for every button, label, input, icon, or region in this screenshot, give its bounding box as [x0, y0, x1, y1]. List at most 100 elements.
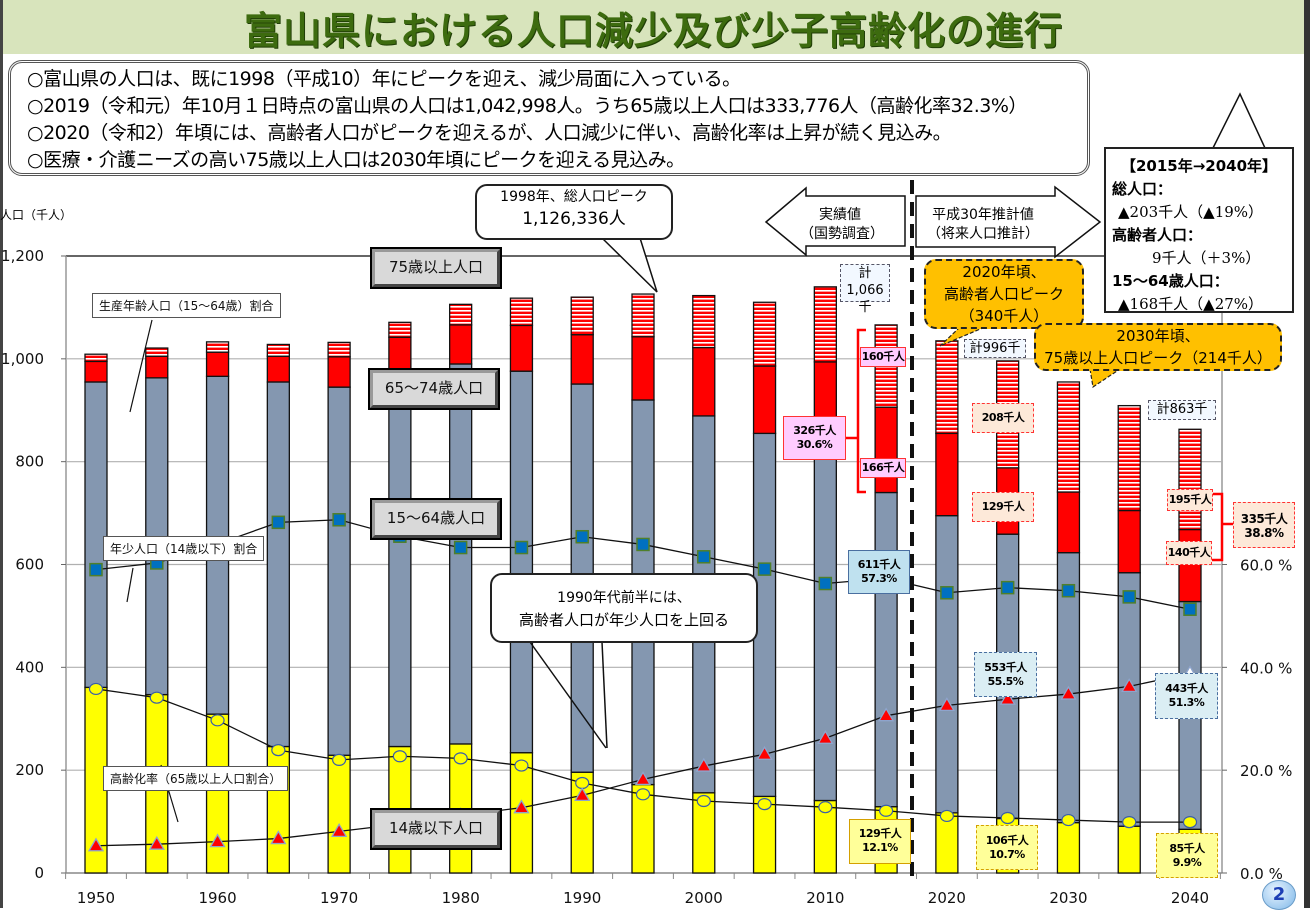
y2-tick-label: 0.0 % — [1240, 865, 1283, 883]
bar-segment — [631, 293, 655, 338]
child-ratio-marker — [757, 798, 772, 811]
x-tick-label: 2030 — [1049, 889, 1087, 907]
child-ratio-marker — [514, 759, 529, 772]
label-age0-14: 14歳以下人口 — [370, 808, 502, 850]
frame-left-border — [0, 0, 3, 908]
working-ratio-marker — [514, 540, 529, 555]
total-pop-label: 総人口： — [1112, 180, 1173, 198]
page-number-badge: 2 — [1262, 880, 1296, 910]
total-2025: 計996千 — [964, 339, 1026, 358]
bar-segment — [84, 360, 108, 383]
aging-ratio-marker — [1060, 685, 1077, 700]
arrow-text: （将来人口推計） — [927, 226, 1039, 242]
bar-segment — [570, 296, 594, 336]
bar-segment — [509, 324, 534, 372]
bar-segment — [449, 324, 473, 365]
bar-segment — [570, 334, 594, 385]
bar-segment — [509, 370, 534, 754]
x-tick-label: 2020 — [928, 889, 966, 907]
child-ratio-marker — [453, 752, 468, 765]
title-bar: 富山県における人口減少及び少子高齢化の進行 — [3, 0, 1304, 54]
bar-segment — [935, 432, 959, 517]
value-text: 12.1% — [862, 841, 898, 854]
callout-text: 高齢者人口ピーク — [943, 285, 1064, 303]
bar-segment — [327, 341, 351, 358]
bar-segment — [327, 386, 351, 756]
working-ratio-marker — [1122, 590, 1136, 604]
value-text: 30.6% — [796, 438, 833, 451]
aging-ratio-marker — [817, 729, 834, 744]
working-ratio-marker — [453, 540, 468, 555]
value-2025-65-74: 129千人 — [972, 492, 1034, 522]
working-ratio-marker — [636, 537, 650, 552]
bar-segment — [388, 336, 412, 375]
aging-ratio-marker — [877, 707, 895, 722]
bar-segment — [874, 406, 898, 494]
working-ratio-marker — [940, 586, 954, 600]
aging-ratio-marker — [574, 787, 591, 802]
x-tick-label: 1950 — [77, 889, 115, 907]
note-aging-ratio: 高齢化率（65歳以上人口割合） — [103, 766, 289, 791]
value-text: 38.8% — [1244, 526, 1284, 540]
aging-ratio-marker — [695, 757, 712, 772]
bar-segment — [1056, 381, 1081, 493]
bar-segment — [1117, 509, 1141, 574]
bar-segment — [449, 303, 473, 326]
x-tick-label: 2010 — [806, 889, 844, 907]
total-2015: 計 1,066千 — [840, 264, 890, 315]
bar-segment — [631, 336, 655, 401]
summary-box: ○富山県の人口は、既に1998（平成10）年にピークを迎え、減少局面に入っている… — [8, 60, 1090, 176]
bar-segment — [266, 355, 290, 383]
child-ratio-marker — [1182, 815, 1198, 829]
x-tick-label: 1960 — [198, 889, 236, 907]
child-ratio-marker — [575, 776, 590, 790]
y-tick-label: 800 — [15, 453, 44, 471]
x-tick-label: 2000 — [685, 889, 723, 907]
aging-ratio-marker — [999, 690, 1016, 705]
actual-arrow — [764, 186, 906, 257]
bar-segment — [205, 341, 230, 353]
bar-segment — [145, 347, 169, 357]
bar-segment — [1056, 491, 1081, 554]
working-pop-change: ▲168千人（▲27%） — [1118, 295, 1264, 313]
bar-segment — [327, 754, 351, 874]
callout-text: 75歳以上人口ピーク（214千人） — [1044, 349, 1272, 367]
frame-right-border — [1304, 0, 1310, 908]
bar-segment — [1178, 428, 1202, 531]
child-ratio-marker — [1000, 811, 1015, 825]
total-pop-change: ▲203千人（▲19%） — [1118, 203, 1264, 221]
change-summary-box: 【2015年→2040年】 総人口： ▲203千人（▲19%） 高齢者人口： 9… — [1104, 147, 1294, 313]
bar-segment — [1056, 821, 1081, 874]
child-ratio-marker — [635, 788, 651, 801]
working-ratio-marker — [757, 562, 772, 576]
y-axis-unit: 人口（千人） — [0, 208, 73, 222]
working-ratio-marker — [1000, 580, 1015, 595]
working-ratio-marker — [332, 513, 346, 527]
aging-ratio-marker — [270, 830, 287, 845]
value-2015-elderly: 326千人 30.6% — [783, 416, 846, 460]
callout-text: （340千人） — [959, 307, 1049, 325]
bar-segment — [1117, 825, 1141, 874]
child-ratio-marker — [149, 691, 164, 704]
value-text: 553千人 — [984, 661, 1027, 674]
x-tick-label: 1980 — [442, 889, 480, 907]
y-tick-label: 1,000 — [1, 350, 44, 368]
bar-segment — [935, 515, 959, 814]
child-ratio-marker — [210, 714, 225, 727]
callout-text: 高齢者人口が年少人口を上回る — [518, 611, 729, 629]
bar-segment — [145, 355, 169, 379]
value-2015-75plus: 160千人 — [860, 347, 906, 367]
elderly-pop-change: 9千人（＋3%） — [1152, 249, 1261, 267]
elderly-pop-label: 高齢者人口： — [1112, 226, 1203, 244]
bar-segment — [813, 286, 837, 363]
bar-segment — [84, 353, 108, 363]
x-tick-label: 1990 — [563, 889, 601, 907]
value-2040-65-74: 140千人 — [1166, 541, 1212, 565]
child-ratio-marker — [879, 804, 894, 817]
aging-ratio-marker — [209, 833, 226, 848]
value-2040-child: 85千人 9.9% — [1156, 833, 1218, 878]
value-2025-working: 553千人 55.5% — [974, 652, 1037, 697]
aging-ratio-marker — [513, 799, 530, 814]
callout-text: 1990年代前半には、 — [557, 590, 691, 606]
summary-line: ○2019（令和元）年10月１日時点の富山県の人口は1,042,998人。うち6… — [27, 95, 1027, 117]
